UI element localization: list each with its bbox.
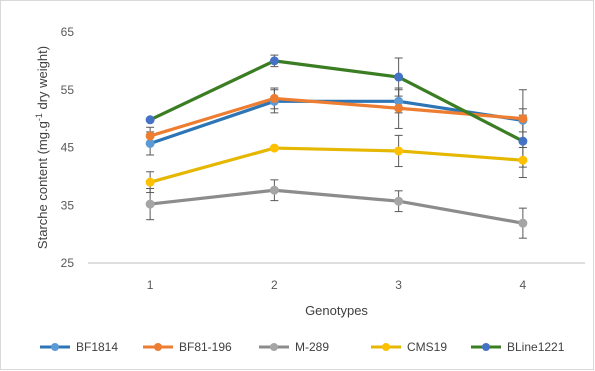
data-point-bf81-196: [269, 93, 279, 103]
legend-label-bf81-196: BF81-196: [179, 340, 232, 354]
data-point-m-289: [394, 196, 404, 206]
data-point-cms19: [518, 155, 528, 165]
data-point-m-289: [518, 218, 528, 228]
legend-label-cms19: CMS19: [407, 340, 447, 354]
series-line-cms19: [148, 146, 525, 184]
data-point-m-289: [269, 185, 279, 195]
y-axis-title: Starche content (mg.g-1 dry weight): [34, 46, 50, 249]
data-point-bf81-196: [145, 131, 155, 141]
series-line-bline1221: [148, 59, 525, 143]
x-axis-title: Genotypes: [305, 303, 368, 318]
legend-label-bline1221: BLine1221: [507, 340, 565, 354]
y-tick-label: 55: [61, 83, 75, 97]
data-point-cms19: [145, 177, 155, 187]
x-tick-label: 2: [271, 278, 278, 292]
y-axis-ticks: 25 35 45 55 65: [61, 25, 75, 270]
error-bars: [146, 54, 527, 239]
data-point-cms19: [394, 146, 404, 156]
legend-marker-m-289: [270, 343, 278, 351]
series-line-bf1814: [148, 99, 525, 146]
x-tick-label: 3: [395, 278, 402, 292]
legend-marker-cms19: [382, 343, 390, 351]
data-point-bf1814: [145, 138, 155, 148]
data-point-bline1221: [269, 56, 279, 66]
x-tick-label: 1: [147, 278, 154, 292]
y-tick-label: 35: [61, 198, 75, 212]
data-point-m-289: [145, 199, 155, 209]
data-point-bf81-196: [518, 114, 528, 124]
legend-marker-bf1814: [51, 343, 59, 351]
y-tick-label: 45: [61, 141, 75, 155]
series-markers: [145, 56, 528, 228]
legend-label-m-289: M-289: [295, 340, 329, 354]
series-line-bf81-196: [148, 96, 525, 138]
y-tick-label: 25: [61, 256, 75, 270]
data-point-bline1221: [145, 115, 155, 125]
series-lines: [148, 59, 525, 225]
data-point-bline1221: [518, 136, 528, 146]
legend-marker-bline1221: [482, 343, 490, 351]
series-line-m-289: [148, 188, 525, 225]
data-point-cms19: [269, 143, 279, 153]
x-axis-ticks: 1 2 3 4: [147, 278, 527, 292]
y-tick-label: 65: [61, 25, 75, 39]
legend: BF1814 BF81-196 M-289 CMS19 BLine1221: [40, 340, 565, 354]
legend-label-bf1814: BF1814: [76, 340, 118, 354]
data-point-bf81-196: [394, 103, 404, 113]
x-tick-label: 4: [520, 278, 527, 292]
data-point-bline1221: [394, 72, 404, 82]
legend-marker-bf81-196: [154, 343, 162, 351]
